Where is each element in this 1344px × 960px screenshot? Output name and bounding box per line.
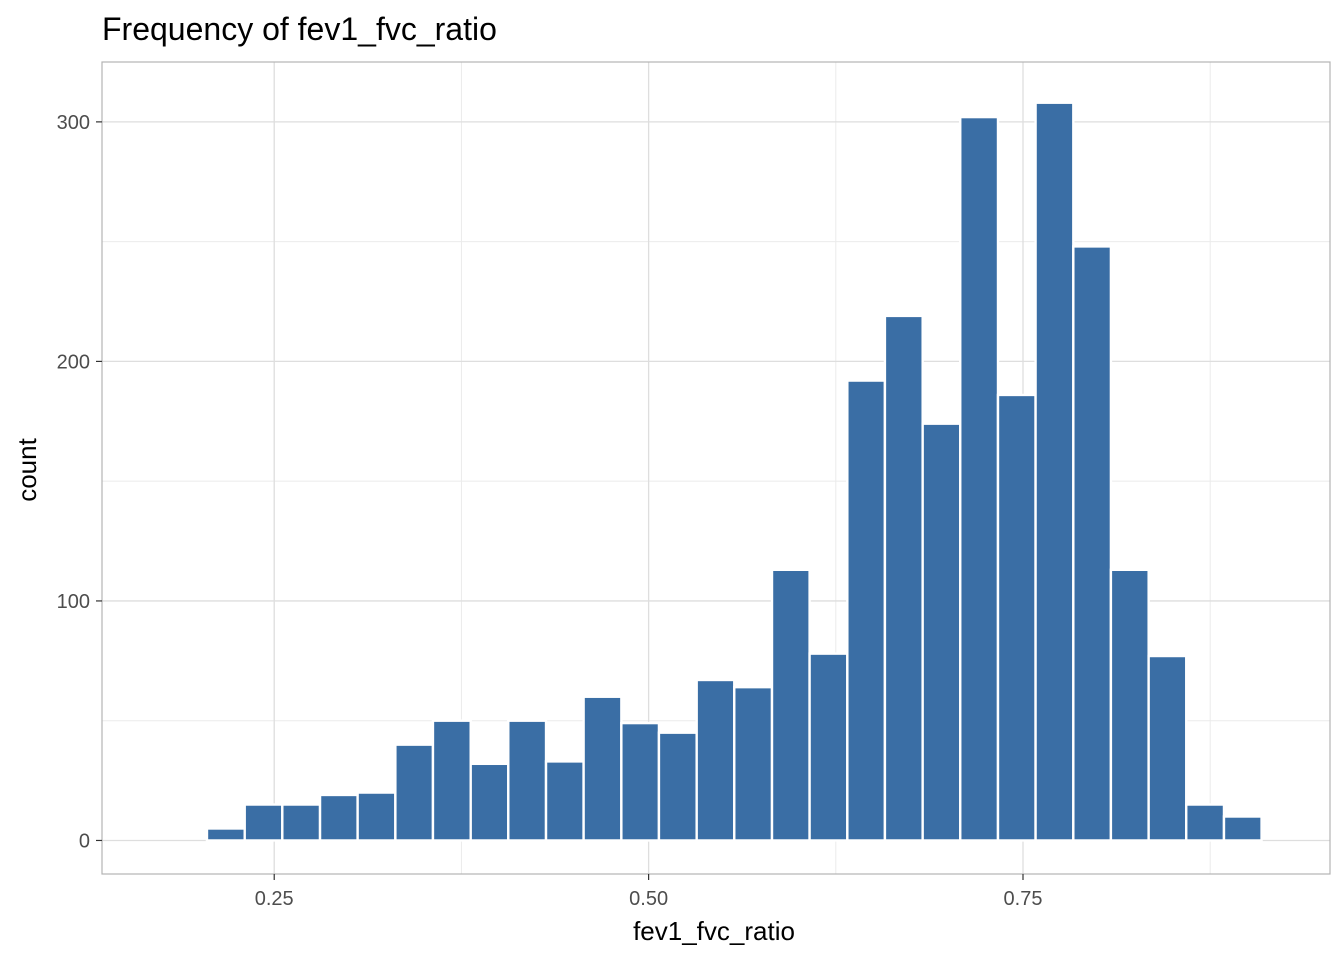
histogram-bar [996, 393, 1037, 842]
y-axis-ticks: 0 100 200 300 [57, 112, 102, 852]
x-axis-ticks: 0.25 0.50 0.75 [255, 874, 1043, 910]
histogram-bar [205, 827, 246, 842]
y-tick-label: 300 [57, 112, 90, 134]
histogram-bars [205, 101, 1263, 842]
chart-title: Frequency of fev1_fvc_ratio [102, 11, 497, 47]
x-tick-label: 0.25 [255, 888, 294, 910]
histogram-bar [1034, 101, 1075, 842]
histogram-bar [431, 719, 472, 842]
histogram-bar [808, 652, 849, 842]
histogram-bar [620, 721, 661, 842]
y-axis-title: count [12, 437, 42, 501]
histogram-bar [1185, 803, 1226, 842]
histogram-bar [394, 743, 435, 842]
histogram-bar [544, 760, 585, 842]
histogram-bar [281, 803, 322, 842]
x-tick-label: 0.75 [1004, 888, 1043, 910]
histogram-bar [883, 314, 924, 842]
plot-panel-border [101, 61, 1331, 875]
histogram-bar [356, 791, 397, 842]
histogram-bar [1147, 654, 1188, 842]
y-tick-label: 200 [57, 351, 90, 373]
histogram-bar [733, 685, 774, 842]
histogram-bar [1109, 568, 1150, 842]
x-axis-title: fev1_fvc_ratio [633, 916, 795, 946]
histogram-bar [770, 568, 811, 842]
histogram-bar [1072, 245, 1113, 842]
histogram-bar [657, 731, 698, 842]
y-tick-label: 0 [79, 830, 90, 852]
histogram-bar [507, 719, 548, 842]
histogram-bar [582, 695, 623, 842]
x-tick-label: 0.50 [629, 888, 668, 910]
histogram-bar [243, 803, 284, 842]
histogram-bar [846, 379, 887, 842]
histogram-bar [1222, 815, 1263, 842]
histogram-bar [695, 678, 736, 842]
histogram-bar [318, 793, 359, 842]
histogram-bar [469, 762, 510, 842]
histogram-bar [921, 422, 962, 842]
y-tick-label: 100 [57, 591, 90, 613]
histogram-bar [959, 115, 1000, 842]
